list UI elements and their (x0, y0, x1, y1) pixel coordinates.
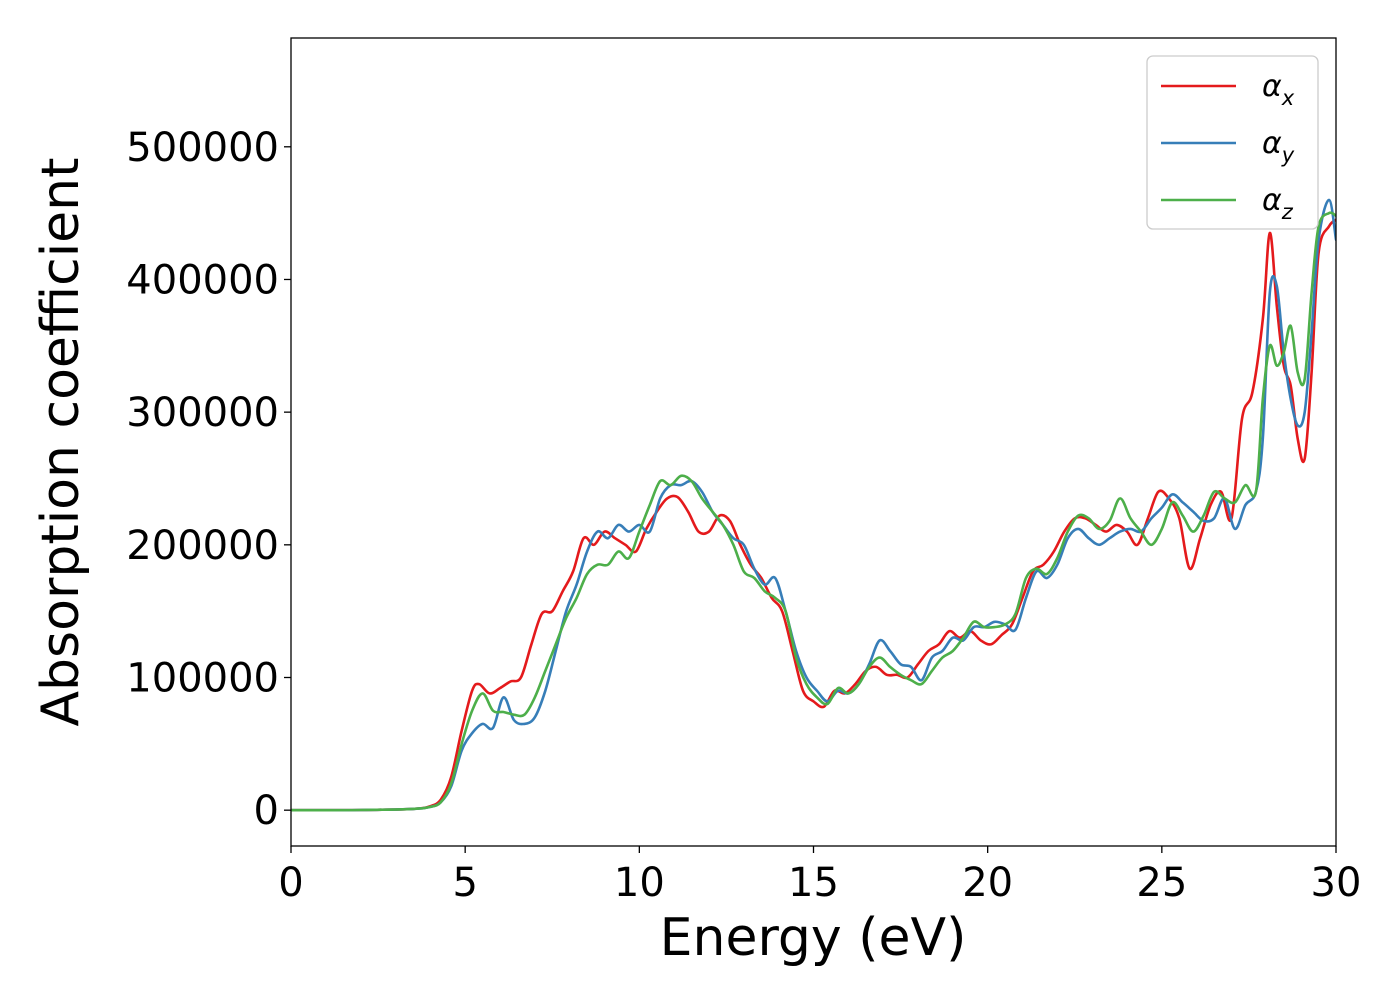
y-tick-label: 0 (254, 788, 279, 834)
legend: αx αy αz (1146, 55, 1319, 230)
x-tick-label: 15 (788, 860, 839, 906)
series-line-z (291, 211, 1336, 812)
y-axis: 0 100000 200000 300000 400000 500000 (126, 125, 291, 834)
x-axis-label: Energy (eV) (660, 908, 967, 968)
legend-label-x: αx (1262, 69, 1295, 110)
y-tick-label: 300000 (126, 390, 279, 436)
x-tick-label: 20 (962, 860, 1013, 906)
series-line-y (291, 198, 1336, 812)
x-tick-label: 10 (614, 860, 665, 906)
y-tick-label: 200000 (126, 523, 279, 569)
y-tick-label: 400000 (126, 257, 279, 303)
x-tick-label: 0 (278, 860, 303, 906)
series-line-x (291, 218, 1336, 812)
legend-label-z: αz (1262, 183, 1294, 224)
y-axis-label: Absorption coefficient (31, 157, 91, 726)
legend-label-y: αy (1262, 126, 1295, 167)
y-tick-label: 500000 (126, 125, 279, 171)
x-tick-label: 30 (1311, 860, 1362, 906)
x-tick-label: 5 (452, 860, 477, 906)
series-layer (291, 198, 1336, 812)
x-axis: 0 5 10 15 20 25 30 (278, 846, 1361, 906)
x-tick-label: 25 (1136, 860, 1187, 906)
y-tick-label: 100000 (126, 656, 279, 702)
